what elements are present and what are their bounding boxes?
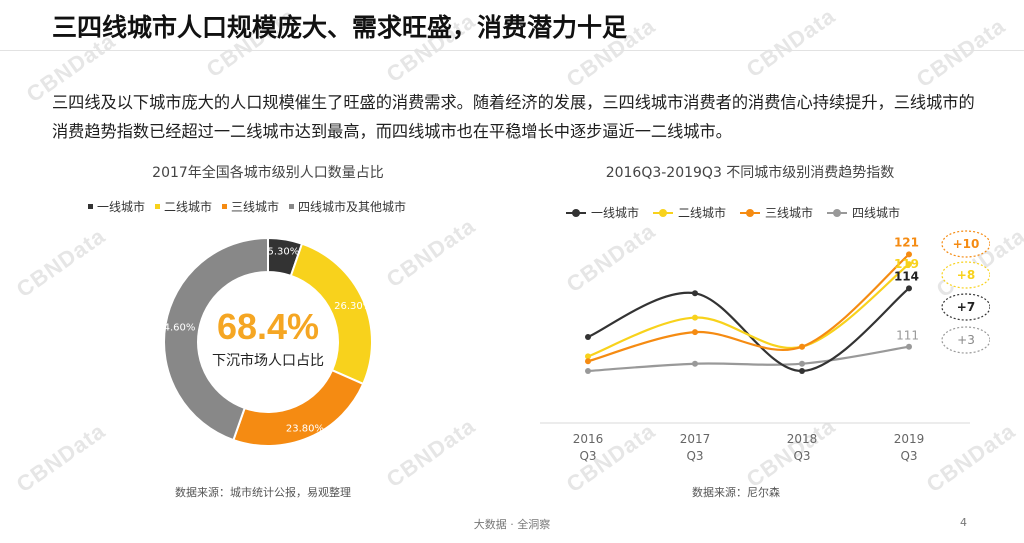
legend-label: 三线城市 (231, 200, 280, 214)
change-badge (941, 293, 990, 321)
watermark: CBNData (911, 12, 1010, 93)
change-badge (941, 326, 990, 354)
change-badge-label: +10 (953, 237, 980, 251)
legend-swatch (740, 208, 761, 217)
legend-swatch (155, 204, 161, 209)
change-badge-label: +8 (957, 268, 975, 282)
donut-chart: 5.30% 26.30% 23.80% 44.60% (157, 236, 373, 447)
line-source: 数据来源：尼尔森 (692, 486, 780, 499)
x-tick-label: 2017 (680, 432, 711, 446)
watermark: CBNData (11, 417, 110, 498)
legend-swatch (827, 208, 848, 217)
watermark: CBNData (741, 2, 840, 83)
series-line (587, 253, 910, 363)
legend-label: 三线城市 (765, 206, 814, 220)
legend-swatch (566, 208, 586, 217)
series-line (587, 287, 910, 373)
end-value-label: 114 (894, 269, 919, 283)
data-point (585, 334, 591, 340)
slice-label: 5.30% (268, 246, 300, 257)
data-point (906, 285, 912, 292)
data-point (585, 368, 591, 374)
data-point (799, 343, 805, 350)
series-line (587, 263, 910, 358)
line-chart-title: 2016Q3-2019Q3 不同城市级别消费趋势指数 (605, 165, 895, 181)
intro-paragraph: 三四线及以下城市庞大的人口规模催生了旺盛的消费需求。随着经济的发展，三四线城市消… (52, 93, 975, 141)
series-line (587, 345, 910, 373)
line-legend: 一线城市 二线城市 三线城市 四线城市 (566, 204, 914, 221)
data-point (906, 343, 912, 350)
legend-label: 二线城市 (164, 200, 213, 214)
data-point (585, 353, 591, 360)
change-badge (941, 230, 990, 258)
page-title: 三四线城市人口规模庞大、需求旺盛，消费潜力十足 (52, 13, 628, 42)
end-value-label: 111 (896, 329, 919, 343)
legend-item: 一线城市 (566, 204, 639, 221)
donut-slice (163, 236, 269, 442)
legend-label: 四线城市 (852, 206, 901, 220)
donut-source: 数据来源：城市统计公报，易观整理 (175, 486, 351, 499)
legend-label: 四线城市及其他城市 (298, 200, 407, 214)
donut-center-value: 68.4% (216, 306, 320, 347)
legend-item: 四线城市 (827, 204, 900, 221)
legend-swatch (88, 204, 93, 209)
legend-item: 一线城市 (88, 198, 145, 215)
change-badge (941, 261, 990, 289)
donut-chart-title: 2017年全国各城市级别人口数量占比 (152, 165, 384, 181)
data-point (692, 329, 698, 336)
legend-item: 二线城市 (653, 204, 726, 221)
donut-slice (232, 368, 365, 447)
change-badge-label: +3 (957, 333, 975, 347)
data-point (692, 290, 698, 297)
legend-label: 一线城市 (591, 206, 640, 220)
legend-label: 一线城市 (97, 200, 146, 214)
change-badge-label: +7 (957, 300, 975, 314)
legend-swatch (289, 204, 295, 209)
x-tick-label: 2018 (787, 432, 818, 446)
x-tick-label: 2016 (573, 432, 604, 446)
page-footer: 大数据 · 全洞察 (473, 518, 551, 531)
data-point (799, 360, 805, 367)
data-point (799, 368, 805, 374)
x-tick-label: 2019 (894, 432, 925, 446)
legend-swatch (222, 204, 228, 209)
watermark: CBNData (381, 212, 480, 293)
slice-label: 23.80% (286, 423, 324, 434)
slice-label: 26.30% (334, 301, 372, 312)
data-point (692, 314, 698, 321)
data-point (585, 358, 591, 365)
donut-center-label: 下沉市场人口占比 (212, 353, 324, 369)
end-value-label: 121 (894, 235, 919, 249)
legend-item: 四线城市及其他城市 (289, 198, 406, 215)
x-tick-label: Q3 (900, 449, 917, 463)
x-tick-label: Q3 (686, 449, 703, 463)
x-tick-label: Q3 (793, 449, 810, 463)
page-number: 4 (960, 516, 967, 529)
legend-item: 三线城市 (222, 198, 279, 215)
x-tick-label: Q3 (579, 449, 596, 463)
watermark: CBNData (381, 412, 480, 493)
legend-swatch (653, 208, 674, 217)
watermark: CBNData (11, 222, 110, 303)
end-value-label: 119 (894, 257, 919, 271)
legend-item: 三线城市 (740, 204, 813, 221)
data-point (906, 261, 912, 268)
title-divider (0, 50, 1024, 51)
legend-label: 二线城市 (678, 206, 727, 220)
data-point (906, 251, 912, 258)
legend-item: 二线城市 (155, 198, 212, 215)
data-point (692, 360, 698, 367)
slice-label: 44.60% (157, 322, 195, 333)
donut-legend: 一线城市 二线城市 三线城市 四线城市及其他城市 (88, 198, 416, 215)
